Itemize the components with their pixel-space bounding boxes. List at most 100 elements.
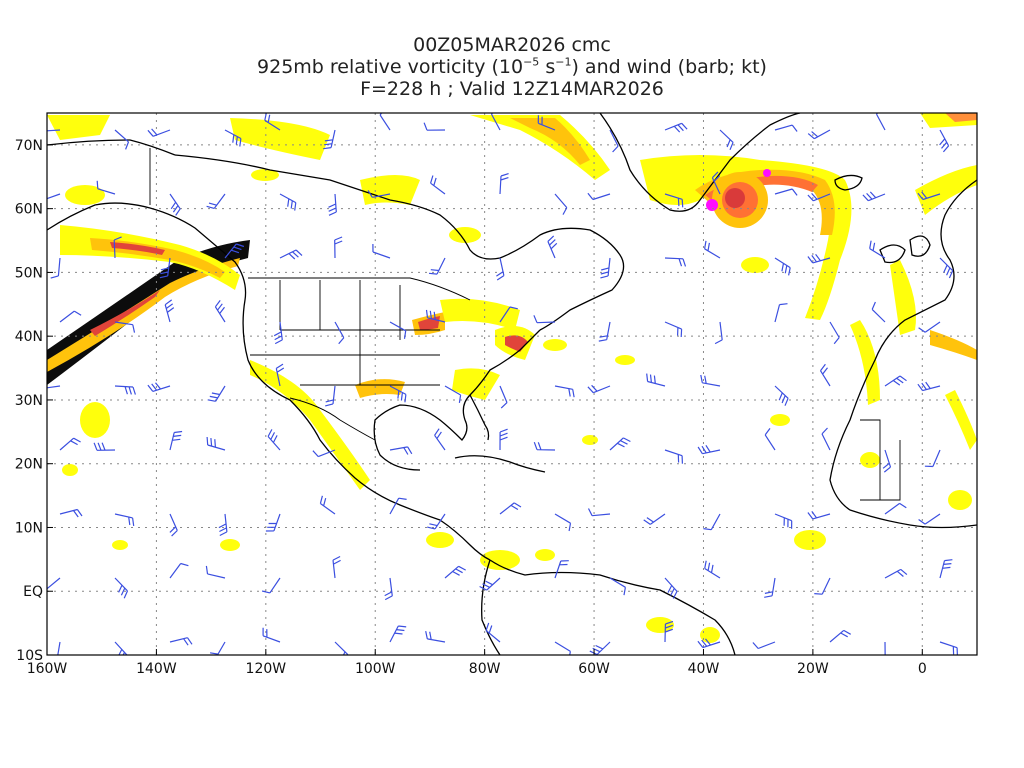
wind-barb: [206, 436, 226, 451]
wind-barb: [444, 565, 466, 579]
wind-barb: [664, 193, 684, 208]
wind-barb: [214, 300, 226, 323]
wind-barb: [862, 191, 886, 202]
wind-barb: [224, 129, 242, 147]
wind-barb: [275, 363, 285, 387]
wind-barb: [774, 124, 798, 132]
wind-barb: [264, 113, 281, 131]
wind-barb: [807, 511, 831, 520]
wind-barb: [384, 577, 393, 601]
wind-barb: [389, 385, 407, 403]
wind-barb: [425, 309, 446, 323]
lon-tick-label: 60W: [578, 661, 610, 677]
lon-tick-label: 120W: [246, 661, 287, 677]
wind-barb: [279, 249, 303, 260]
wind-barb: [334, 236, 343, 259]
wind-barb: [774, 385, 789, 406]
wind-barb: [334, 641, 349, 655]
wind-barb: [224, 243, 245, 259]
wind-barb: [169, 513, 178, 537]
wind-barb: [425, 630, 446, 643]
wind-barb: [939, 641, 958, 655]
wind-barb: [587, 192, 611, 201]
wind-barb: [325, 385, 336, 407]
wind-barb: [334, 321, 345, 345]
wind-barb: [430, 175, 446, 195]
wind-barb: [499, 385, 508, 409]
wind-barb: [664, 449, 683, 464]
wind-barb: [114, 129, 130, 150]
wind-barb: [57, 641, 61, 655]
wind-barb: [884, 568, 908, 579]
wind-barb: [819, 363, 831, 387]
wind-barb: [609, 437, 631, 451]
wind-barb: [664, 321, 683, 338]
wind-barb: [499, 173, 509, 195]
wind-barb: [917, 191, 941, 201]
latitude-labels: 70N 60N 50N 40N 30N 20N 10N EQ 10S: [15, 138, 53, 664]
wind-barb: [664, 577, 678, 599]
wind-barb: [589, 641, 611, 655]
wind-barb: [554, 513, 572, 532]
wind-barb: [752, 641, 776, 650]
wind-barb: [711, 171, 721, 195]
wind-barb: [821, 427, 831, 451]
wind-barb: [367, 190, 391, 198]
wind-barb: [207, 385, 226, 402]
wind-barb: [332, 555, 341, 579]
wind-barb: [774, 303, 788, 323]
wind-barb: [261, 577, 281, 594]
wind-barb: [59, 437, 81, 451]
wind-barb: [774, 257, 791, 276]
wind-barb: [537, 115, 556, 131]
lat-tick-label: 50N: [15, 265, 43, 281]
wind-barb: [829, 321, 840, 345]
wind-barb: [646, 373, 666, 387]
wind-barb: [664, 620, 674, 643]
lon-tick-label: 160W: [27, 661, 68, 677]
wind-barb: [96, 180, 116, 195]
map-title-field: 925mb relative vorticity (10−5 s−1) and …: [0, 55, 1024, 77]
wind-barb: [59, 508, 83, 518]
wind-barb: [533, 441, 556, 451]
wind-barb: [147, 128, 171, 137]
wind-barb: [496, 257, 505, 281]
lon-tick-label: 40W: [688, 661, 720, 677]
wind-barb: [47, 193, 61, 200]
wind-barb: [703, 513, 721, 531]
wind-barb: [319, 495, 336, 515]
wind-barb: [164, 299, 175, 323]
wind-barb: [664, 122, 688, 133]
wind-barb: [554, 560, 569, 579]
title-exponent-2: −1: [555, 55, 572, 69]
wind-barb: [774, 188, 798, 196]
wind-barb: [114, 385, 136, 395]
wind-barb: [485, 622, 501, 643]
longitude-labels: 160W 140W 120W 100W 80W 60W 40W 20W 0: [27, 649, 927, 677]
wind-barb: [774, 513, 793, 529]
wind-barb: [697, 444, 721, 455]
wind-barb: [587, 384, 611, 394]
wind-barb: [807, 129, 831, 140]
wind-barb: [499, 502, 522, 515]
wind-barb: [389, 497, 407, 515]
wind-barb: [428, 257, 446, 275]
wind-barb: [939, 257, 954, 279]
wind-barb: [273, 321, 283, 345]
wind-barb: [697, 638, 721, 649]
political-borders: [149, 148, 901, 501]
wind-barb: [323, 129, 336, 150]
lat-tick-label: 60N: [15, 202, 43, 218]
wind-barb: [328, 193, 337, 216]
wind-barb: [114, 513, 135, 526]
wind-barb: [814, 577, 831, 595]
wind-barb: [47, 577, 61, 590]
wind-barb: [389, 625, 407, 643]
wind-barb: [114, 577, 129, 599]
wind-barb: [609, 129, 619, 153]
wind-barb: [587, 508, 611, 517]
wind-barb: [169, 562, 189, 579]
wind-barb: [875, 113, 886, 131]
wind-barb: [59, 310, 82, 323]
wind-barb: [499, 306, 518, 323]
